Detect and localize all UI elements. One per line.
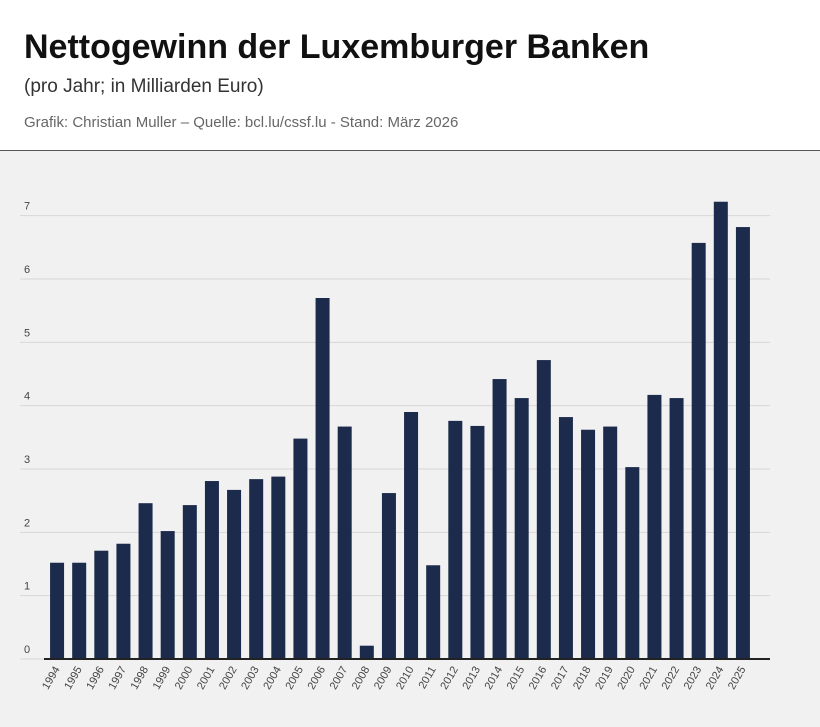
bar bbox=[558, 417, 573, 659]
bar bbox=[50, 562, 65, 659]
x-tick-label: 2016 bbox=[527, 665, 550, 692]
bar bbox=[647, 394, 662, 659]
bar bbox=[536, 360, 551, 659]
bar bbox=[293, 438, 308, 659]
bar bbox=[581, 429, 596, 659]
bar bbox=[337, 426, 352, 659]
x-tick-label: 1996 bbox=[84, 665, 107, 692]
bar bbox=[271, 476, 286, 659]
bar bbox=[735, 227, 750, 660]
x-tick-label: 2011 bbox=[417, 665, 439, 691]
bar bbox=[315, 298, 330, 659]
y-tick-label: 3 bbox=[24, 454, 30, 466]
y-tick-label: 0 bbox=[24, 644, 30, 656]
x-tick-label: 2010 bbox=[394, 665, 417, 692]
x-tick-label: 2008 bbox=[350, 665, 373, 692]
x-tick-label: 2021 bbox=[637, 665, 660, 692]
bar bbox=[448, 420, 463, 659]
x-tick-label: 2004 bbox=[261, 665, 284, 692]
x-tick-label: 2014 bbox=[483, 665, 506, 692]
x-tick-label: 2023 bbox=[682, 665, 705, 692]
x-tick-label: 2020 bbox=[615, 665, 638, 692]
bar bbox=[426, 565, 441, 659]
chart: 0 1 2 3 4 5 6 7 1994 1995 1996 1997 1998 1999 2000 2001… bbox=[0, 151, 820, 727]
bar bbox=[138, 503, 153, 659]
x-tick-label: 2006 bbox=[306, 665, 329, 692]
bar bbox=[691, 242, 706, 659]
y-tick-label: 2 bbox=[24, 517, 30, 529]
bar bbox=[669, 398, 684, 659]
x-tick-label: 2003 bbox=[239, 665, 262, 692]
bar bbox=[116, 543, 131, 659]
bar bbox=[603, 426, 618, 659]
y-tick-label: 6 bbox=[24, 264, 30, 276]
x-tick-label: 2022 bbox=[660, 665, 683, 692]
x-tick-label: 2012 bbox=[438, 665, 461, 692]
x-tick-label: 2000 bbox=[173, 665, 196, 692]
chart-credit: Grafik: Christian Muller – Quelle: bcl.l… bbox=[24, 114, 459, 131]
bar bbox=[492, 379, 507, 659]
bar bbox=[204, 481, 219, 659]
x-tick-label: 1997 bbox=[106, 665, 129, 692]
x-tick-label: 2005 bbox=[283, 665, 306, 692]
x-tick-label: 2018 bbox=[571, 665, 594, 692]
x-tick-label: 2025 bbox=[726, 665, 749, 692]
x-tick-label: 2001 bbox=[195, 665, 218, 692]
bar bbox=[470, 425, 485, 659]
bar bbox=[381, 493, 396, 659]
y-tick-label: 7 bbox=[24, 201, 30, 213]
bar bbox=[514, 398, 529, 659]
x-tick-label: 2002 bbox=[217, 665, 240, 692]
header: Nettogewinn der Luxemburger Banken (pro … bbox=[0, 0, 820, 151]
bar bbox=[249, 479, 264, 659]
bar bbox=[72, 562, 87, 659]
bar bbox=[713, 201, 728, 659]
bar bbox=[94, 550, 109, 659]
bar bbox=[359, 645, 374, 659]
x-tick-label: 2007 bbox=[328, 665, 351, 692]
x-tick-label: 1998 bbox=[129, 665, 152, 692]
x-tick-label: 2015 bbox=[505, 665, 528, 692]
x-tick-label: 1999 bbox=[151, 665, 174, 692]
x-tick-label: 2017 bbox=[549, 665, 572, 692]
y-tick-label: 1 bbox=[24, 581, 30, 593]
x-tick-label: 1994 bbox=[40, 665, 63, 692]
x-tick-label: 2019 bbox=[593, 665, 616, 692]
bar bbox=[625, 467, 640, 659]
x-tick-label: 2013 bbox=[460, 665, 483, 692]
y-tick-label: 5 bbox=[24, 327, 30, 339]
y-tick-label: 4 bbox=[24, 391, 30, 403]
bar bbox=[227, 489, 242, 659]
chart-subtitle: (pro Jahr; in Milliarden Euro) bbox=[24, 76, 264, 97]
chart-title: Nettogewinn der Luxemburger Banken bbox=[24, 28, 650, 66]
x-tick-label: 2009 bbox=[372, 665, 395, 692]
bar bbox=[182, 505, 197, 659]
bar bbox=[404, 412, 419, 659]
bar bbox=[160, 531, 175, 659]
x-tick-label: 1995 bbox=[62, 665, 85, 692]
x-tick-label: 2024 bbox=[704, 665, 727, 692]
